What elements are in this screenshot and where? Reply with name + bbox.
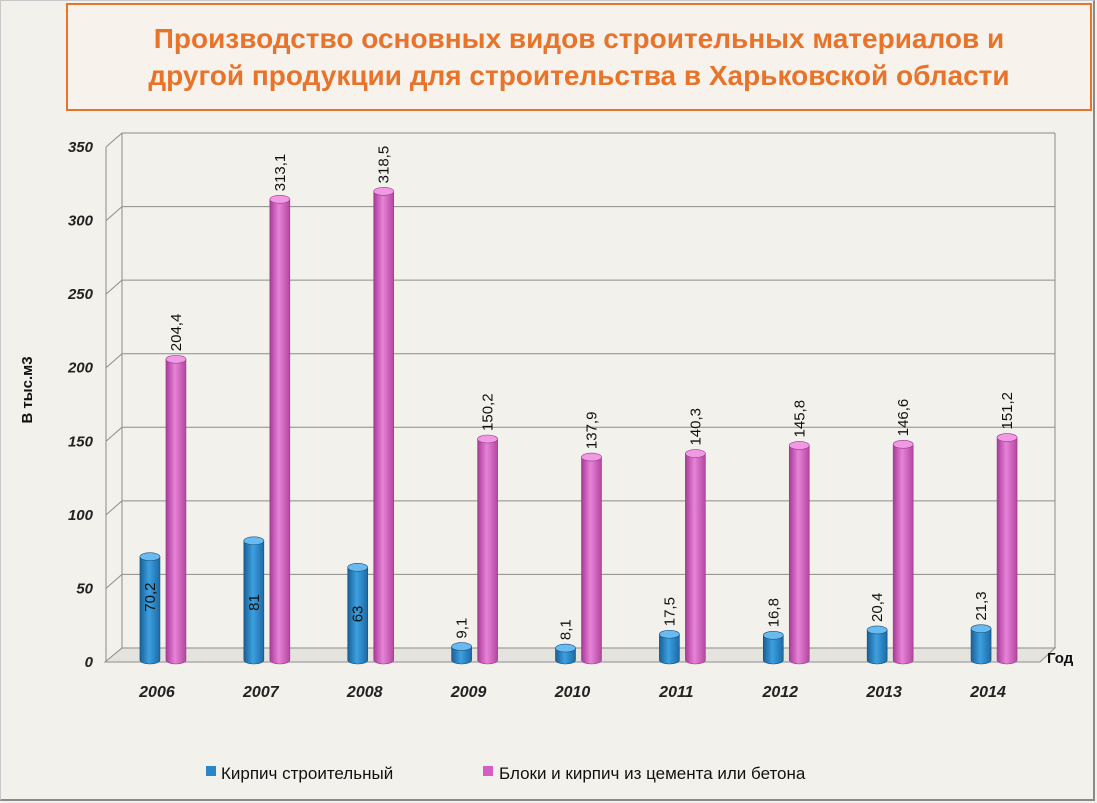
y-tick-label: 200 bbox=[67, 360, 94, 377]
chart-title: Производство основных видов строительных… bbox=[148, 23, 1010, 91]
x-tick-label: 2007 bbox=[242, 684, 280, 701]
data-label-bloki: 150,2 bbox=[480, 393, 497, 431]
y-tick-label: 100 bbox=[68, 507, 94, 524]
x-tick-label: 2008 bbox=[346, 684, 383, 701]
data-labels: 70,2 204,4 81 313,1 63 318,5 9,1 150,2 8,1 137,9 1… bbox=[142, 146, 1016, 640]
bar-bloki bbox=[996, 433, 1018, 665]
bar-kirpich bbox=[347, 562, 369, 665]
data-label-bloki: 140,3 bbox=[687, 408, 704, 446]
bar-bloki bbox=[269, 194, 291, 665]
data-label-kirpich: 70,2 bbox=[142, 583, 159, 612]
gridline-depth bbox=[105, 353, 123, 369]
chart-floor bbox=[103, 647, 1057, 663]
bar-bloki bbox=[685, 449, 706, 665]
y-tick-label: 250 bbox=[67, 286, 94, 303]
bar-kirpich bbox=[970, 624, 992, 665]
bar-kirpich bbox=[139, 552, 161, 665]
y-tick-label: 300 bbox=[68, 213, 94, 230]
bar-bloki bbox=[373, 187, 395, 665]
data-label-bloki: 313,1 bbox=[272, 154, 289, 192]
x-axis-label: Год bbox=[1047, 650, 1074, 667]
data-label-bloki: 137,9 bbox=[584, 412, 601, 450]
gridline-depth bbox=[105, 279, 123, 295]
legend-swatch-bloki bbox=[483, 766, 493, 776]
bar-bloki bbox=[581, 452, 602, 665]
data-label-bloki: 204,4 bbox=[168, 314, 185, 352]
gridline-depth bbox=[105, 574, 123, 589]
bar-bloki bbox=[165, 354, 187, 665]
x-tick-label: 2011 bbox=[658, 684, 694, 701]
x-tick-label: 2014 bbox=[969, 684, 1006, 701]
x-tick-label: 2006 bbox=[138, 684, 175, 701]
x-tick-label: 2009 bbox=[450, 684, 487, 701]
data-label-kirpich: 63 bbox=[350, 606, 367, 623]
legend: Кирпич строительный Блоки и кирпич из це… bbox=[206, 764, 806, 783]
legend-swatch-kirpich bbox=[206, 766, 216, 776]
bar-kirpich bbox=[866, 625, 888, 665]
bar-kirpich bbox=[659, 629, 680, 665]
data-label-kirpich: 16,8 bbox=[765, 598, 782, 627]
x-tick-label: 2012 bbox=[761, 684, 798, 701]
data-label-bloki: 146,6 bbox=[895, 399, 912, 437]
bar-kirpich bbox=[555, 643, 576, 665]
data-label-bloki: 318,5 bbox=[376, 146, 393, 184]
data-label-kirpich: 8,1 bbox=[558, 619, 575, 640]
data-label-kirpich: 9,1 bbox=[454, 618, 471, 639]
y-axis-label: В тыс.м3 bbox=[19, 356, 36, 423]
bar-bloki bbox=[892, 439, 914, 665]
bar-bloki bbox=[788, 441, 810, 665]
y-tick-label: 0 bbox=[85, 654, 94, 671]
bar-kirpich bbox=[451, 642, 472, 665]
legend-label-bloki: Блоки и кирпич из цемента или бетона bbox=[499, 764, 806, 783]
bars bbox=[139, 187, 1018, 665]
y-tick-label: 50 bbox=[76, 580, 93, 597]
bar-kirpich bbox=[243, 536, 265, 665]
data-label-kirpich: 20,4 bbox=[869, 593, 886, 622]
data-label-kirpich: 17,5 bbox=[661, 597, 678, 626]
bar-bloki bbox=[477, 434, 498, 665]
axes: 0 50 100 150 200 250 300 350 2006 2007 2008 2009 201… bbox=[67, 139, 1006, 701]
gridline-depth bbox=[105, 500, 123, 516]
data-label-kirpich: 81 bbox=[246, 594, 263, 611]
data-label-bloki: 145,8 bbox=[791, 400, 808, 438]
x-tick-label: 2013 bbox=[865, 684, 902, 701]
data-label-bloki: 151,2 bbox=[999, 392, 1016, 430]
x-tick-label: 2010 bbox=[554, 684, 591, 701]
chart-title-box: Производство основных видов строительных… bbox=[66, 3, 1092, 111]
bar-kirpich bbox=[762, 630, 784, 665]
gridline-depth bbox=[105, 132, 123, 148]
y-tick-label: 150 bbox=[68, 433, 94, 450]
y-tick-label: 350 bbox=[68, 139, 94, 156]
gridline-depth bbox=[105, 206, 123, 221]
gridline-depth bbox=[105, 426, 123, 442]
data-label-kirpich: 21,3 bbox=[973, 591, 990, 620]
legend-label-kirpich: Кирпич строительный bbox=[221, 764, 393, 783]
